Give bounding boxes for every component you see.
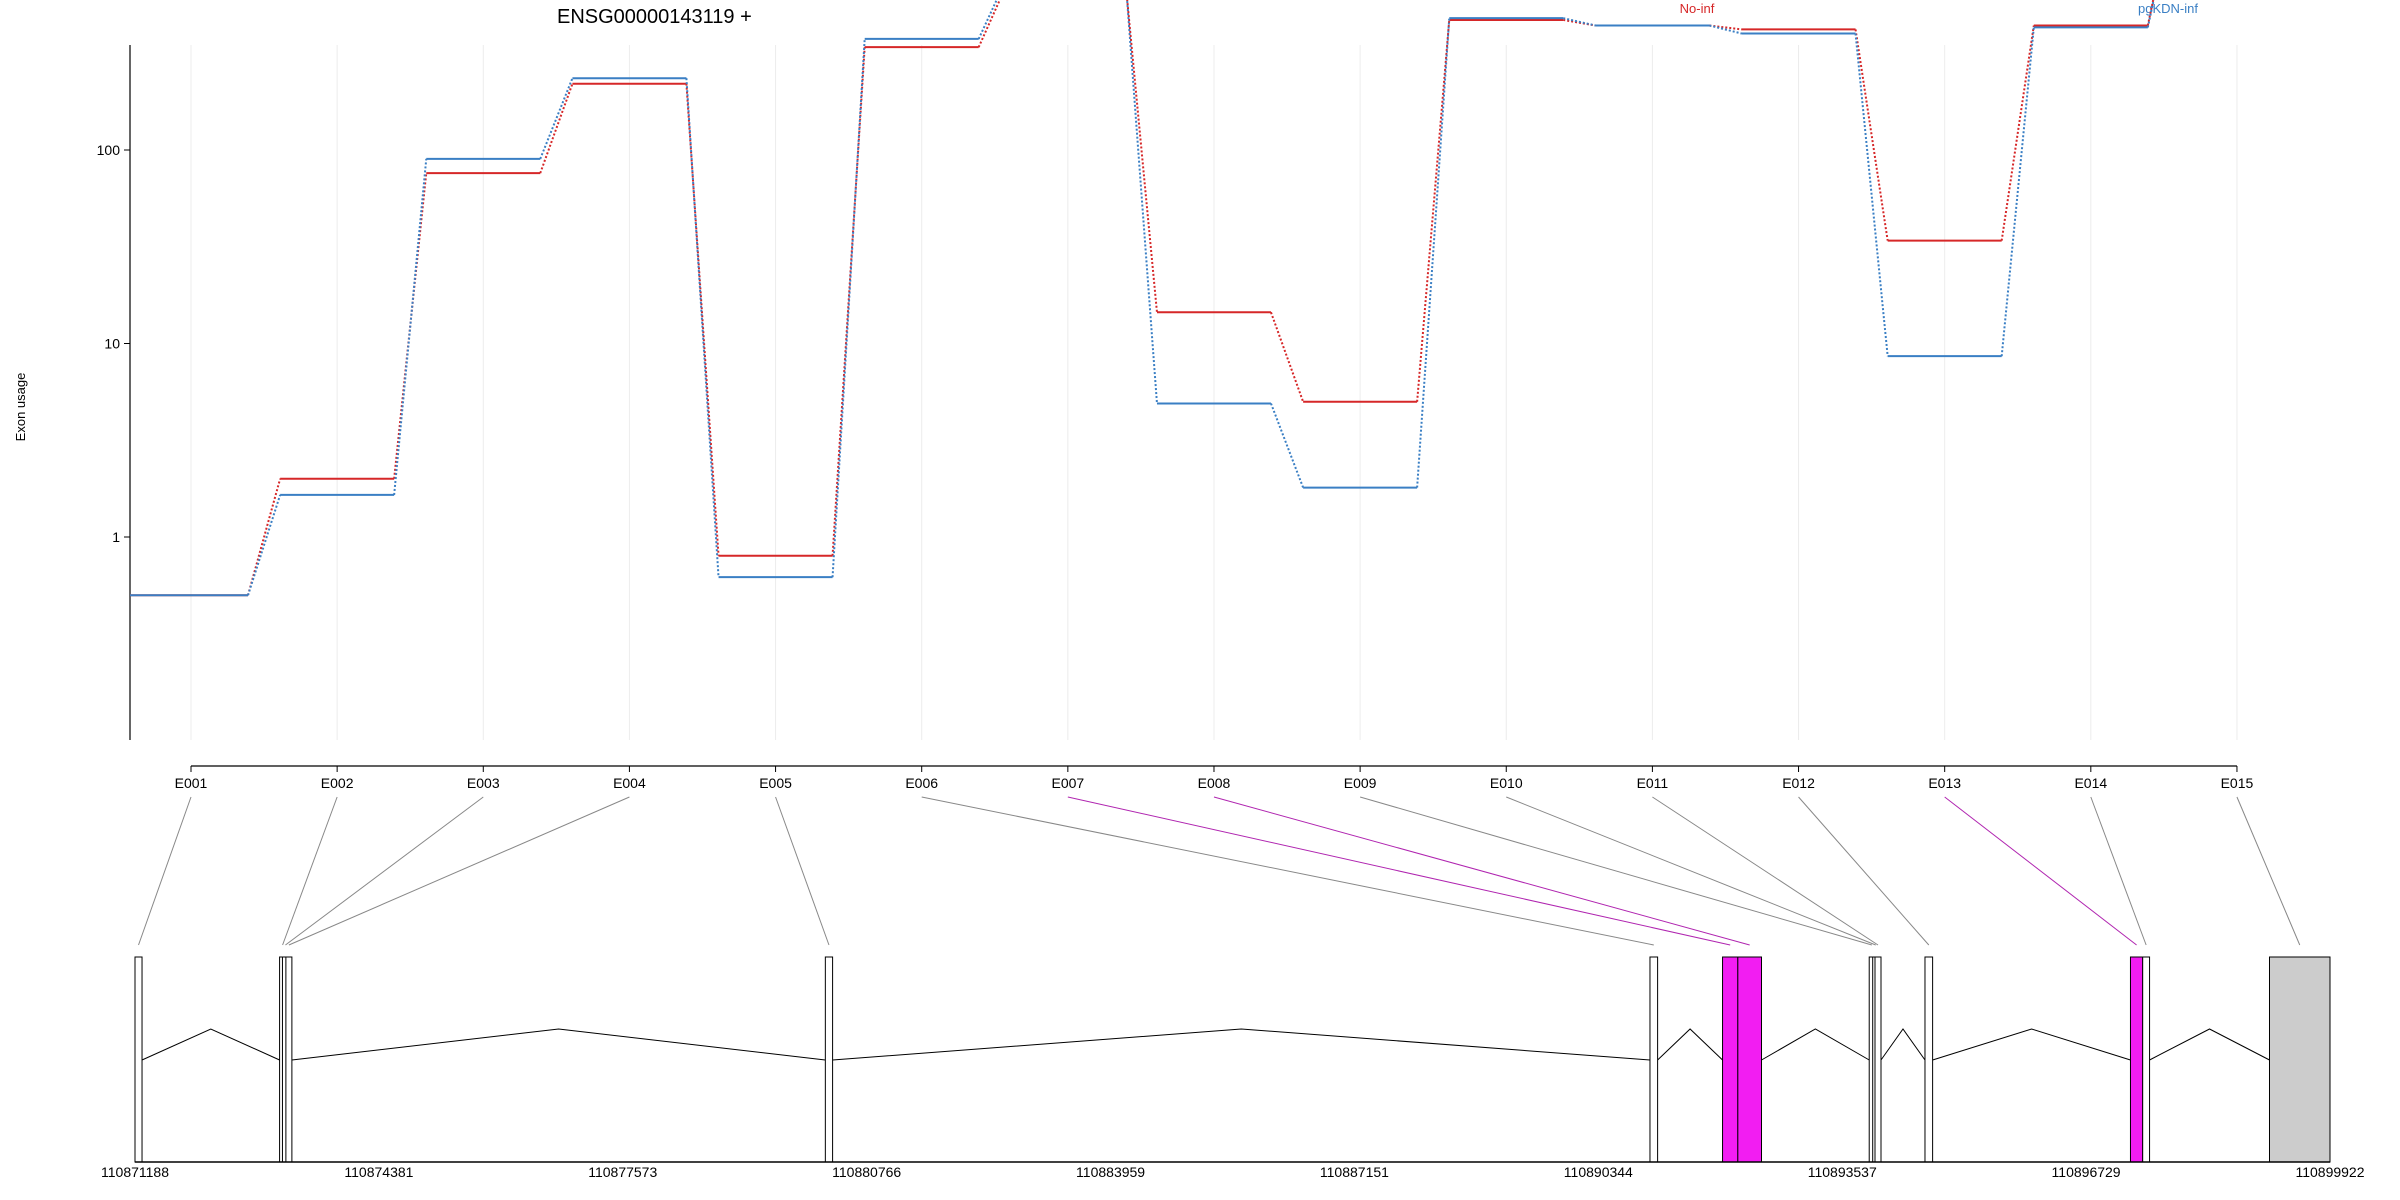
y-axis-label: Exon usage <box>13 373 28 442</box>
pgkdn-inf-transition <box>2000 27 2035 357</box>
pgkdn-inf-transition <box>1563 17 1596 27</box>
y-tick-label: 1 <box>112 529 120 545</box>
no-inf-transition <box>2000 25 2035 241</box>
connector-e013 <box>1944 796 2137 946</box>
x-tick-label-e008: E008 <box>1198 775 1231 791</box>
pgkdn-inf-transition <box>831 38 866 578</box>
no-inf-transition <box>685 83 720 556</box>
no-inf-transition <box>247 478 282 596</box>
exon-box-e006 <box>1649 956 1659 1163</box>
x-tick-label-e007: E007 <box>1051 775 1084 791</box>
genomic-tick-label: 110871188 <box>101 1164 169 1180</box>
intron-line <box>1932 1028 2131 1061</box>
exon-box-e012 <box>1924 956 1934 1163</box>
y-tick-label: 10 <box>104 336 120 352</box>
connector-e014 <box>2090 796 2147 946</box>
connector-e011 <box>1652 796 1879 946</box>
grid-lines <box>190 45 2238 740</box>
connector-e004 <box>288 796 630 946</box>
intron-line <box>832 1028 1651 1061</box>
intron-line <box>2149 1028 2270 1061</box>
connector-e010 <box>1506 796 1876 946</box>
exon-box-e005 <box>824 956 834 1163</box>
pgkdn-inf-transition <box>2146 0 2155 28</box>
y-tick-label: 100 <box>97 142 121 158</box>
connector-e015 <box>2236 796 2301 946</box>
x-tick-label-e013: E013 <box>1928 775 1961 791</box>
x-tick-label-e014: E014 <box>2074 775 2107 791</box>
no-inf-transition <box>1854 29 1889 241</box>
genomic-tick-label: 110883959 <box>1076 1164 1145 1180</box>
pgkdn-inf-transition <box>1854 33 1889 357</box>
series-lines <box>130 0 2155 597</box>
x-tick-label-e010: E010 <box>1490 775 1523 791</box>
genomic-tick-label: 110890344 <box>1564 1164 1633 1180</box>
x-tick-label-e011: E011 <box>1637 775 1669 791</box>
genomic-tick-label: 110899922 <box>2295 1164 2364 1180</box>
x-tick-label-e004: E004 <box>613 775 646 791</box>
connector-e003 <box>285 796 484 946</box>
no-inf-transition <box>977 0 1001 48</box>
connector-e001 <box>138 796 192 946</box>
no-inf-transition <box>539 83 574 174</box>
no-inf-transition <box>1270 311 1305 403</box>
pgkdn-inf-transition <box>1416 18 1451 488</box>
legend-pgkdn-inf: pgKDN-inf <box>2138 1 2198 16</box>
exon-box-e004 <box>285 956 293 1163</box>
intron-line <box>1880 1028 1926 1061</box>
pgkdn-inf-transition <box>1126 0 1158 404</box>
axes: 1101001000E001E002E003E004E005E006E007E0… <box>97 45 2254 791</box>
connector-e005 <box>775 796 830 946</box>
x-tick-label-e006: E006 <box>905 775 938 791</box>
exon-box-e011 <box>1874 956 1882 1163</box>
intron-line <box>1657 1028 1723 1061</box>
no-inf-transition <box>2146 0 2155 26</box>
connector-e009 <box>1359 796 1873 946</box>
x-tick-label-e015: E015 <box>2221 775 2254 791</box>
intron-line <box>141 1028 280 1061</box>
pgkdn-inf-transition <box>247 494 282 596</box>
gene-model <box>134 956 2331 1163</box>
pgkdn-inf-transition <box>685 78 720 578</box>
pgkdn-inf-transition <box>393 158 428 496</box>
chart-title: ENSG00000143119 + <box>557 6 752 28</box>
exon-box-e013 <box>2129 956 2144 1163</box>
exon-box-e007 <box>1722 956 1739 1163</box>
x-tick-label-e012: E012 <box>1782 775 1815 791</box>
no-inf-transition <box>1126 0 1158 313</box>
connector-e006 <box>921 796 1654 946</box>
intron-line <box>291 1028 826 1061</box>
connector-e012 <box>1798 796 1930 946</box>
x-tick-label-e003: E003 <box>467 775 500 791</box>
exon-box-e015 <box>2268 956 2331 1163</box>
pgkdn-inf-transition <box>1709 24 1742 35</box>
genomic-tick-label: 110893537 <box>1808 1164 1877 1180</box>
genomic-tick-label: 110896729 <box>2052 1164 2121 1180</box>
exon-box-e008 <box>1737 956 1763 1163</box>
connector-e002 <box>282 796 338 946</box>
genomic-axis: 110871188 110874381 110877573 110880766 1108… <box>101 1161 2365 1180</box>
genomic-tick-label: 110880766 <box>832 1164 901 1180</box>
genomic-tick-label: 110887151 <box>1320 1164 1389 1180</box>
connector-e007 <box>1067 796 1731 946</box>
exon-box-e014 <box>2142 956 2151 1163</box>
exon-box-e001 <box>134 956 143 1163</box>
genomic-tick-label: 110874381 <box>344 1164 413 1180</box>
exon-connector-lines <box>138 796 2301 946</box>
pgkdn-inf-transition <box>539 77 574 160</box>
no-inf-transition <box>1416 19 1451 402</box>
x-tick-label-e002: E002 <box>321 775 354 791</box>
genomic-tick-label: 110877573 <box>588 1164 657 1180</box>
pgkdn-inf-transition <box>977 0 998 40</box>
pgkdn-inf-transition <box>1270 403 1305 488</box>
no-inf-transition <box>831 47 866 556</box>
intron-line <box>1761 1028 1870 1061</box>
connector-e008 <box>1213 796 1750 946</box>
legend-no-inf: No-inf <box>1680 1 1715 16</box>
x-tick-label-e009: E009 <box>1344 775 1377 791</box>
x-tick-label-e001: E001 <box>175 775 208 791</box>
x-tick-label-e005: E005 <box>759 775 792 791</box>
